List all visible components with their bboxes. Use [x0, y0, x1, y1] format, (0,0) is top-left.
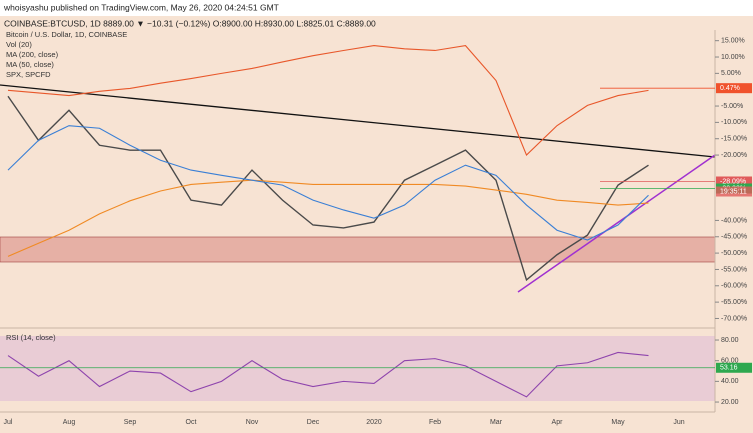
trend-line	[0, 84, 716, 158]
value-tag	[716, 83, 752, 94]
value-tag-label: -28.09%	[720, 178, 746, 185]
y-tick-label: -70.00%	[721, 315, 747, 322]
y-tick-label: 10.00%	[721, 54, 745, 61]
x-tick-label: Oct	[186, 419, 197, 426]
y-tick-label: 15.00%	[721, 38, 745, 45]
rsi-title: RSI (14, close)	[6, 333, 56, 342]
y-tick-label: -45.00%	[721, 234, 747, 241]
x-tick-label: Apr	[552, 419, 564, 426]
x-tick-label: Feb	[429, 419, 441, 426]
y-tick-label: -40.00%	[721, 217, 747, 224]
legend-entry: SPX, SPCFD	[6, 70, 51, 79]
x-tick-label: Nov	[246, 419, 259, 426]
value-tag	[716, 362, 752, 373]
x-tick-label: 2020	[366, 419, 382, 426]
value-tag-label: 0.47%	[720, 85, 740, 92]
x-tick-label: Aug	[63, 419, 76, 426]
y-tick-label: 60.00	[721, 358, 739, 365]
x-tick-label: Dec	[307, 419, 320, 426]
series-line	[7, 179, 649, 257]
y-tick-label: 40.00	[721, 378, 739, 385]
y-tick-label: -5.00%	[721, 103, 743, 110]
header-bar	[0, 0, 753, 16]
countdown: 19:35:11	[720, 188, 747, 195]
x-tick-label: Jun	[673, 419, 684, 426]
legend-entry: MA (200, close)	[6, 50, 59, 59]
trend-line	[517, 154, 716, 293]
legend-entry: Vol (20)	[6, 40, 32, 49]
support-zone	[0, 236, 716, 263]
value-tag-label: 53.16	[720, 365, 738, 372]
series-line	[7, 95, 649, 282]
y-tick-label: -15.00%	[721, 136, 747, 143]
x-tick-label: May	[611, 419, 625, 426]
rsi-band	[0, 336, 715, 401]
y-tick-label: -50.00%	[721, 250, 747, 257]
x-tick-label: Mar	[490, 419, 503, 426]
y-tick-label: -55.00%	[721, 266, 747, 273]
series-line	[7, 44, 649, 157]
symbol-line: COINBASE:BTCUSD, 1D 8889.00 ▼ −10.31 (−0…	[4, 18, 376, 28]
y-tick-label: 5.00%	[721, 70, 741, 77]
x-tick-label: Jul	[4, 419, 13, 426]
y-tick-label: -20.00%	[721, 152, 747, 159]
legend-entry: Bitcoin / U.S. Dollar, 1D, COINBASE	[6, 30, 127, 39]
x-tick-label: Sep	[124, 419, 137, 426]
y-tick-label: -65.00%	[721, 299, 747, 306]
legend-entry: MA (50, close)	[6, 60, 54, 69]
series-line	[7, 351, 649, 398]
y-tick-label: -10.00%	[721, 119, 747, 126]
series-line	[7, 125, 649, 241]
y-tick-label: -60.00%	[721, 283, 747, 290]
y-tick-label: 80.00	[721, 337, 739, 344]
publisher: whoisyashu published on TradingView.com,…	[3, 2, 279, 12]
value-tag	[716, 176, 752, 187]
countdown-tag	[716, 186, 752, 197]
y-tick-label: 20.00	[721, 399, 739, 406]
